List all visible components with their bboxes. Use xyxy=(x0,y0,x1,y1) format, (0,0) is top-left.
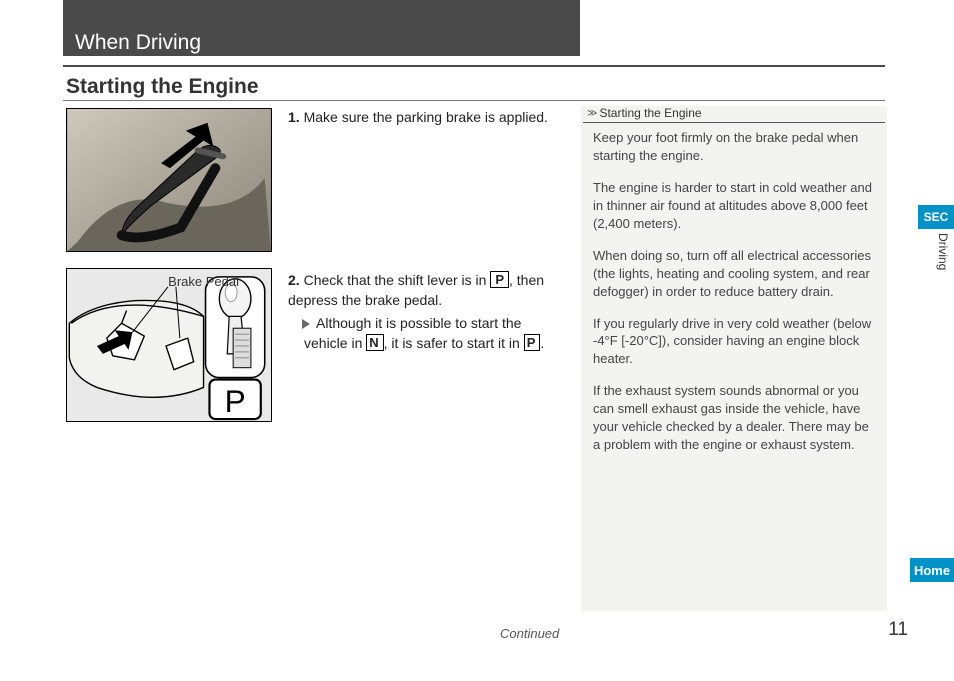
figure-brake-pedal: Brake Pedal xyxy=(66,268,272,422)
sidebar-heading: Starting the Engine xyxy=(599,106,701,120)
step-2-text-a: Check that the shift lever is in xyxy=(304,272,491,288)
sidebar-body: Keep your foot firmly on the brake pedal… xyxy=(583,123,885,454)
step-2: 2. Check that the shift lever is in P, t… xyxy=(288,271,560,353)
triangle-bullet-icon xyxy=(302,319,310,329)
step-1-text: Make sure the parking brake is applied. xyxy=(304,109,548,125)
gear-p-large: P xyxy=(225,383,246,419)
figure-parking-brake xyxy=(66,108,272,252)
step-1-number: 1. xyxy=(288,109,300,125)
step-1: 1. Make sure the parking brake is applie… xyxy=(288,108,560,127)
sidebar-heading-row: ≫ Starting the Engine xyxy=(583,106,885,123)
gear-p-inline-2: P xyxy=(524,334,541,351)
sidebar-p3: When doing so, turn off all electrical a… xyxy=(593,247,877,301)
sidebar-p4: If you regularly drive in very cold weat… xyxy=(593,315,877,369)
tab-sec[interactable]: SEC xyxy=(918,205,954,229)
sidebar-p1: Keep your foot firmly on the brake pedal… xyxy=(593,129,877,165)
page-root: When Driving Starting the Engine Brake P… xyxy=(0,0,954,681)
section-title: Starting the Engine xyxy=(66,75,259,99)
brake-pedal-label: Brake Pedal xyxy=(67,274,239,289)
step-2-number: 2. xyxy=(288,272,300,288)
step-2-sub-c: . xyxy=(540,335,544,351)
tab-driving: Driving xyxy=(936,233,950,270)
sidebar: ≫ Starting the Engine Keep your foot fir… xyxy=(583,106,885,468)
step-2-sub-b: , it is safer to start it in xyxy=(384,335,524,351)
parking-brake-illustration xyxy=(67,109,271,251)
sidebar-p2: The engine is harder to start in cold we… xyxy=(593,179,877,233)
rule-mid xyxy=(63,100,885,101)
sidebar-marker-icon: ≫ xyxy=(587,108,596,119)
tab-home[interactable]: Home xyxy=(910,558,954,582)
page-number: 11 xyxy=(888,619,908,641)
gear-n-inline: N xyxy=(366,334,383,351)
gear-p-inline-1: P xyxy=(490,271,509,288)
header-title: When Driving xyxy=(75,31,201,55)
continued-label: Continued xyxy=(500,626,559,641)
sidebar-p5: If the exhaust system sounds abnormal or… xyxy=(593,382,877,454)
brake-pedal-illustration: P xyxy=(67,269,271,421)
rule-top xyxy=(63,65,885,67)
